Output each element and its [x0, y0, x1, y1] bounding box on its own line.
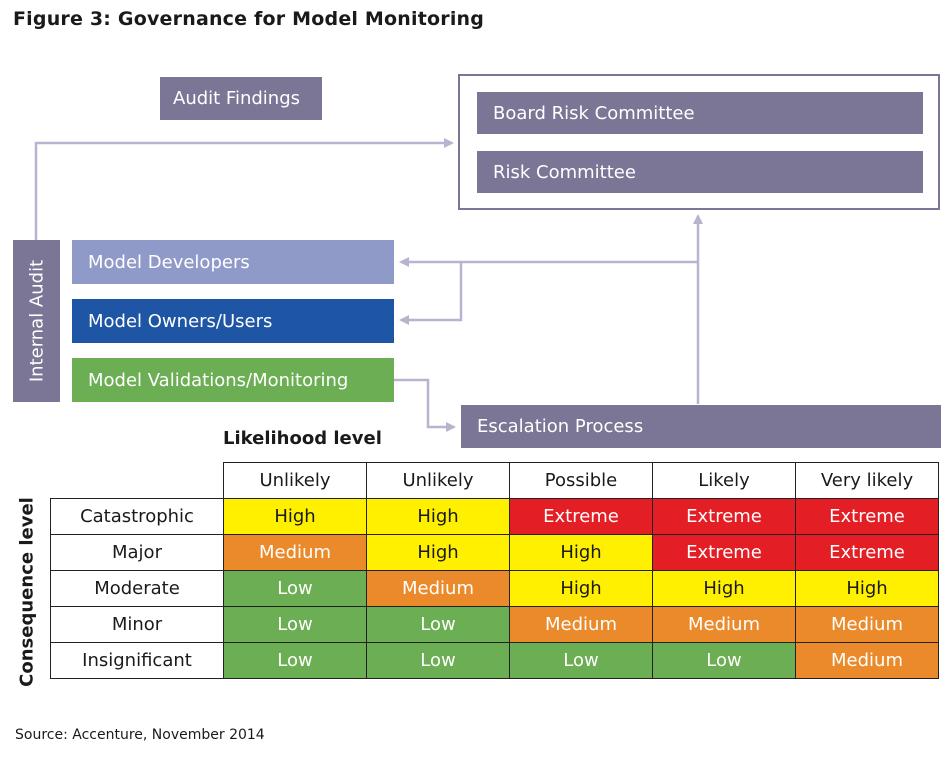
matrix-cell: Medium	[795, 606, 939, 643]
internal-audit-box: Internal Audit	[13, 240, 60, 402]
model-owners-box: Model Owners/Users	[72, 299, 394, 343]
matrix-cell: Extreme	[652, 498, 796, 535]
matrix-cell: Low	[366, 606, 510, 643]
risk-committee-box: Risk Committee	[477, 151, 923, 193]
model-validations-box: Model Validations/Monitoring	[72, 358, 394, 402]
matrix-cell: Extreme	[795, 534, 939, 571]
matrix-header-row: Unlikely Unlikely Possible Likely Very l…	[50, 462, 939, 499]
row-header-insignificant: Insignificant	[50, 642, 224, 679]
matrix-cell: Low	[366, 642, 510, 679]
risk-matrix: Unlikely Unlikely Possible Likely Very l…	[50, 462, 939, 679]
matrix-cell: High	[223, 498, 367, 535]
column-header-unlikely-2: Unlikely	[366, 462, 510, 499]
matrix-cell: High	[366, 534, 510, 571]
model-developers-box: Model Developers	[72, 240, 394, 284]
matrix-cell: Medium	[366, 570, 510, 607]
escalation-process-box: Escalation Process	[461, 405, 941, 448]
matrix-row: Moderate Low Medium High High High	[50, 570, 939, 607]
source-note: Source: Accenture, November 2014	[15, 727, 265, 743]
matrix-row: Minor Low Low Medium Medium Medium	[50, 606, 939, 643]
matrix-cell: Medium	[223, 534, 367, 571]
row-header-moderate: Moderate	[50, 570, 224, 607]
to-owners-connector	[399, 262, 463, 325]
matrix-cell: High	[652, 570, 796, 607]
matrix-cell: Extreme	[652, 534, 796, 571]
matrix-cell: High	[795, 570, 939, 607]
consequence-level-label: Consequence level	[16, 497, 38, 687]
matrix-cell: Medium	[795, 642, 939, 679]
matrix-cell: Low	[223, 606, 367, 643]
matrix-row: Insignificant Low Low Low Low Medium	[50, 642, 939, 679]
likelihood-level-label: Likelihood level	[223, 428, 382, 449]
row-header-major: Major	[50, 534, 224, 571]
column-header-very-likely: Very likely	[795, 462, 939, 499]
figure-title: Figure 3: Governance for Model Monitorin…	[13, 8, 485, 30]
internal-audit-label: Internal Audit	[26, 259, 47, 383]
validations-to-escalation-connector	[394, 378, 456, 432]
matrix-row: Catastrophic High High Extreme Extreme E…	[50, 498, 939, 535]
audit-to-committee-connector	[34, 138, 454, 240]
matrix-cell: Low	[652, 642, 796, 679]
column-header-unlikely-1: Unlikely	[223, 462, 367, 499]
column-header-possible: Possible	[509, 462, 653, 499]
matrix-cell: Low	[223, 570, 367, 607]
matrix-cell: High	[366, 498, 510, 535]
board-risk-committee-box: Board Risk Committee	[477, 92, 923, 134]
matrix-corner	[50, 462, 224, 499]
matrix-row: Major Medium High High Extreme Extreme	[50, 534, 939, 571]
matrix-cell: High	[509, 570, 653, 607]
column-header-likely: Likely	[652, 462, 796, 499]
matrix-cell: Low	[223, 642, 367, 679]
row-header-catastrophic: Catastrophic	[50, 498, 224, 535]
audit-findings-box: Audit Findings	[160, 77, 322, 120]
row-header-minor: Minor	[50, 606, 224, 643]
consequence-level-axis: Consequence level	[12, 497, 42, 687]
matrix-cell: Extreme	[795, 498, 939, 535]
matrix-cell: Low	[509, 642, 653, 679]
matrix-cell: High	[509, 534, 653, 571]
matrix-cell: Extreme	[509, 498, 653, 535]
matrix-cell: Medium	[509, 606, 653, 643]
matrix-cell: Medium	[652, 606, 796, 643]
